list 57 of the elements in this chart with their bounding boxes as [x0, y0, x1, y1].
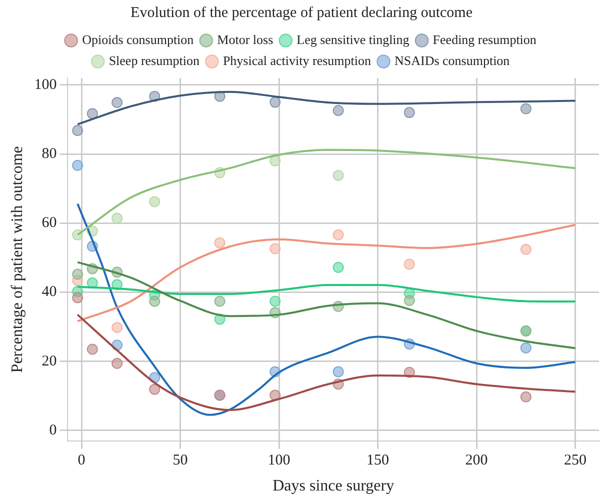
x-tick-label: 0: [78, 452, 86, 469]
legend-label: Physical activity resumption: [222, 52, 372, 68]
line-series: [76, 202, 576, 416]
legend-label: Sleep resumption: [108, 52, 200, 68]
point: [404, 295, 415, 306]
point: [520, 244, 532, 255]
legend-label: Motor loss: [217, 32, 274, 47]
point: [149, 196, 160, 208]
point: [112, 97, 123, 108]
legend-label: NSAIDs consumption: [394, 52, 510, 68]
x-tick-label: 150: [366, 452, 390, 469]
x-axis-title: Days since surgery: [272, 478, 394, 495]
line-series: [76, 224, 576, 322]
legend-label: Leg sensitive tingling: [296, 32, 410, 47]
x-tick-label: 250: [564, 452, 587, 469]
point: [72, 268, 84, 280]
point: [86, 108, 98, 120]
legend-label: Opioids consumption: [82, 32, 194, 47]
y-tick-label: 60: [42, 215, 57, 232]
point: [86, 344, 98, 355]
point: [404, 258, 415, 270]
point: [72, 160, 84, 171]
point: [270, 390, 281, 401]
point: [332, 366, 344, 378]
point: [214, 237, 226, 248]
y-tick-label: 40: [42, 284, 57, 300]
point: [149, 296, 160, 307]
point: [332, 229, 344, 240]
y-tick-label: 80: [42, 146, 57, 162]
point: [332, 262, 344, 273]
point: [520, 342, 532, 354]
point: [112, 212, 123, 224]
point: [270, 243, 281, 254]
point: [112, 322, 123, 333]
point: [214, 296, 226, 307]
point: [149, 384, 160, 395]
line-series: [76, 314, 576, 412]
chart-title: Evolution of the percentage of patient declaring outcome: [130, 4, 473, 21]
point: [270, 296, 281, 307]
x-tick-label: 100: [268, 452, 290, 469]
point: [404, 107, 415, 118]
y-axis-title: Percentage of patient with outcome: [8, 146, 26, 373]
point: [332, 170, 344, 181]
point: [332, 104, 344, 116]
y-tick-label: 100: [34, 76, 57, 93]
point: [270, 96, 281, 108]
x-tick-label: 50: [172, 452, 188, 469]
legend-label: Feeding resumption: [432, 32, 537, 47]
point: [520, 103, 532, 114]
point: [270, 155, 281, 166]
point: [72, 125, 84, 136]
point: [72, 292, 84, 304]
y-tick-label: 0: [49, 422, 57, 438]
x-tick-label: 200: [465, 452, 488, 469]
point: [112, 358, 123, 369]
y-tick-label: 20: [42, 353, 57, 370]
point: [520, 391, 532, 402]
